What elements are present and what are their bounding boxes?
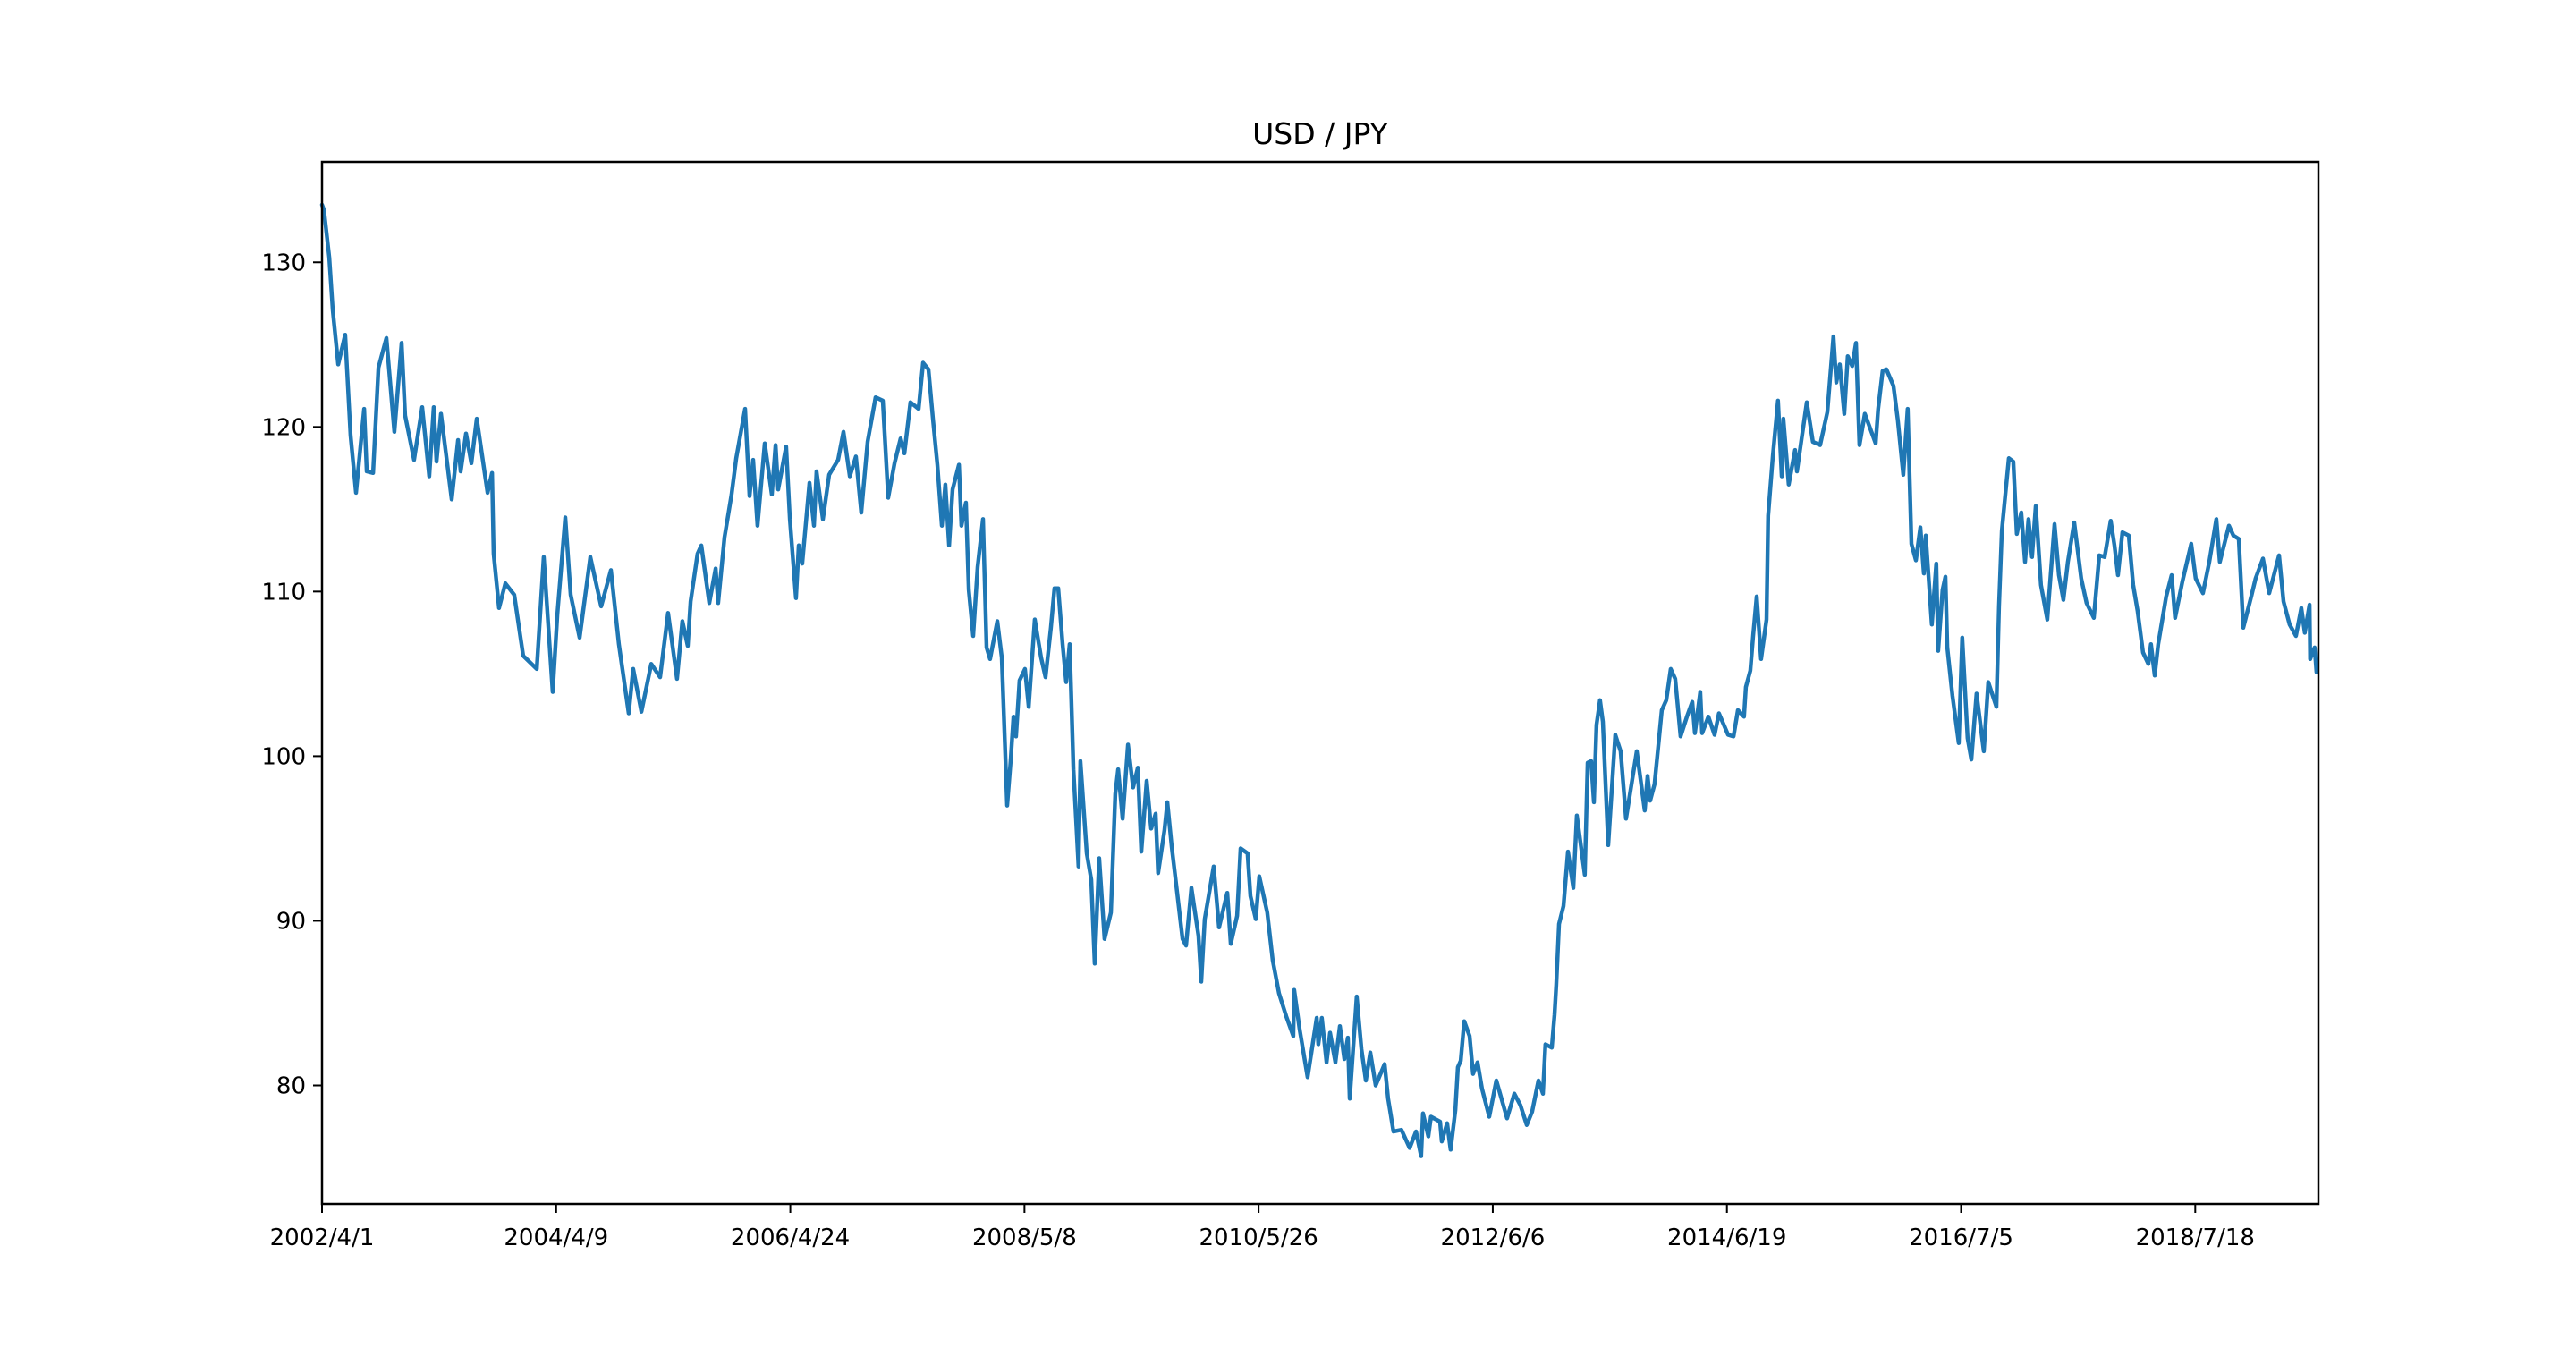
x-tick-label: 2010/5/26: [1199, 1225, 1318, 1251]
x-tick-label: 2006/4/24: [731, 1225, 850, 1251]
y-tick-label: 110: [261, 579, 306, 606]
series-polyline: [319, 202, 2319, 1158]
axes-frame: [320, 160, 2320, 1206]
x-tick-label: 2002/4/1: [270, 1225, 375, 1251]
x-axis: 2002/4/1 2004/4/9 2006/4/24 2008/5/8 2010/5/…: [270, 1204, 2255, 1251]
x-tick-label: 2004/4/9: [504, 1225, 608, 1251]
y-axis: 80 90 100 110 120 130: [261, 250, 322, 1099]
chart-title: USD / JPY: [1252, 116, 1388, 151]
y-tick-label: 130: [261, 250, 306, 276]
usd-jpy-series-line: [319, 202, 2319, 1158]
y-tick-label: 120: [261, 414, 306, 441]
x-tick-label: 2018/7/18: [2136, 1225, 2255, 1251]
y-tick-label: 100: [261, 743, 306, 770]
x-tick-label: 2014/6/19: [1667, 1225, 1786, 1251]
x-tick-label: 2012/6/6: [1441, 1225, 1546, 1251]
y-tick-label: 90: [276, 908, 306, 935]
x-tick-label: 2008/5/8: [972, 1225, 1077, 1251]
y-tick-label: 80: [276, 1072, 306, 1099]
x-tick-label: 2016/7/5: [1909, 1225, 2013, 1251]
